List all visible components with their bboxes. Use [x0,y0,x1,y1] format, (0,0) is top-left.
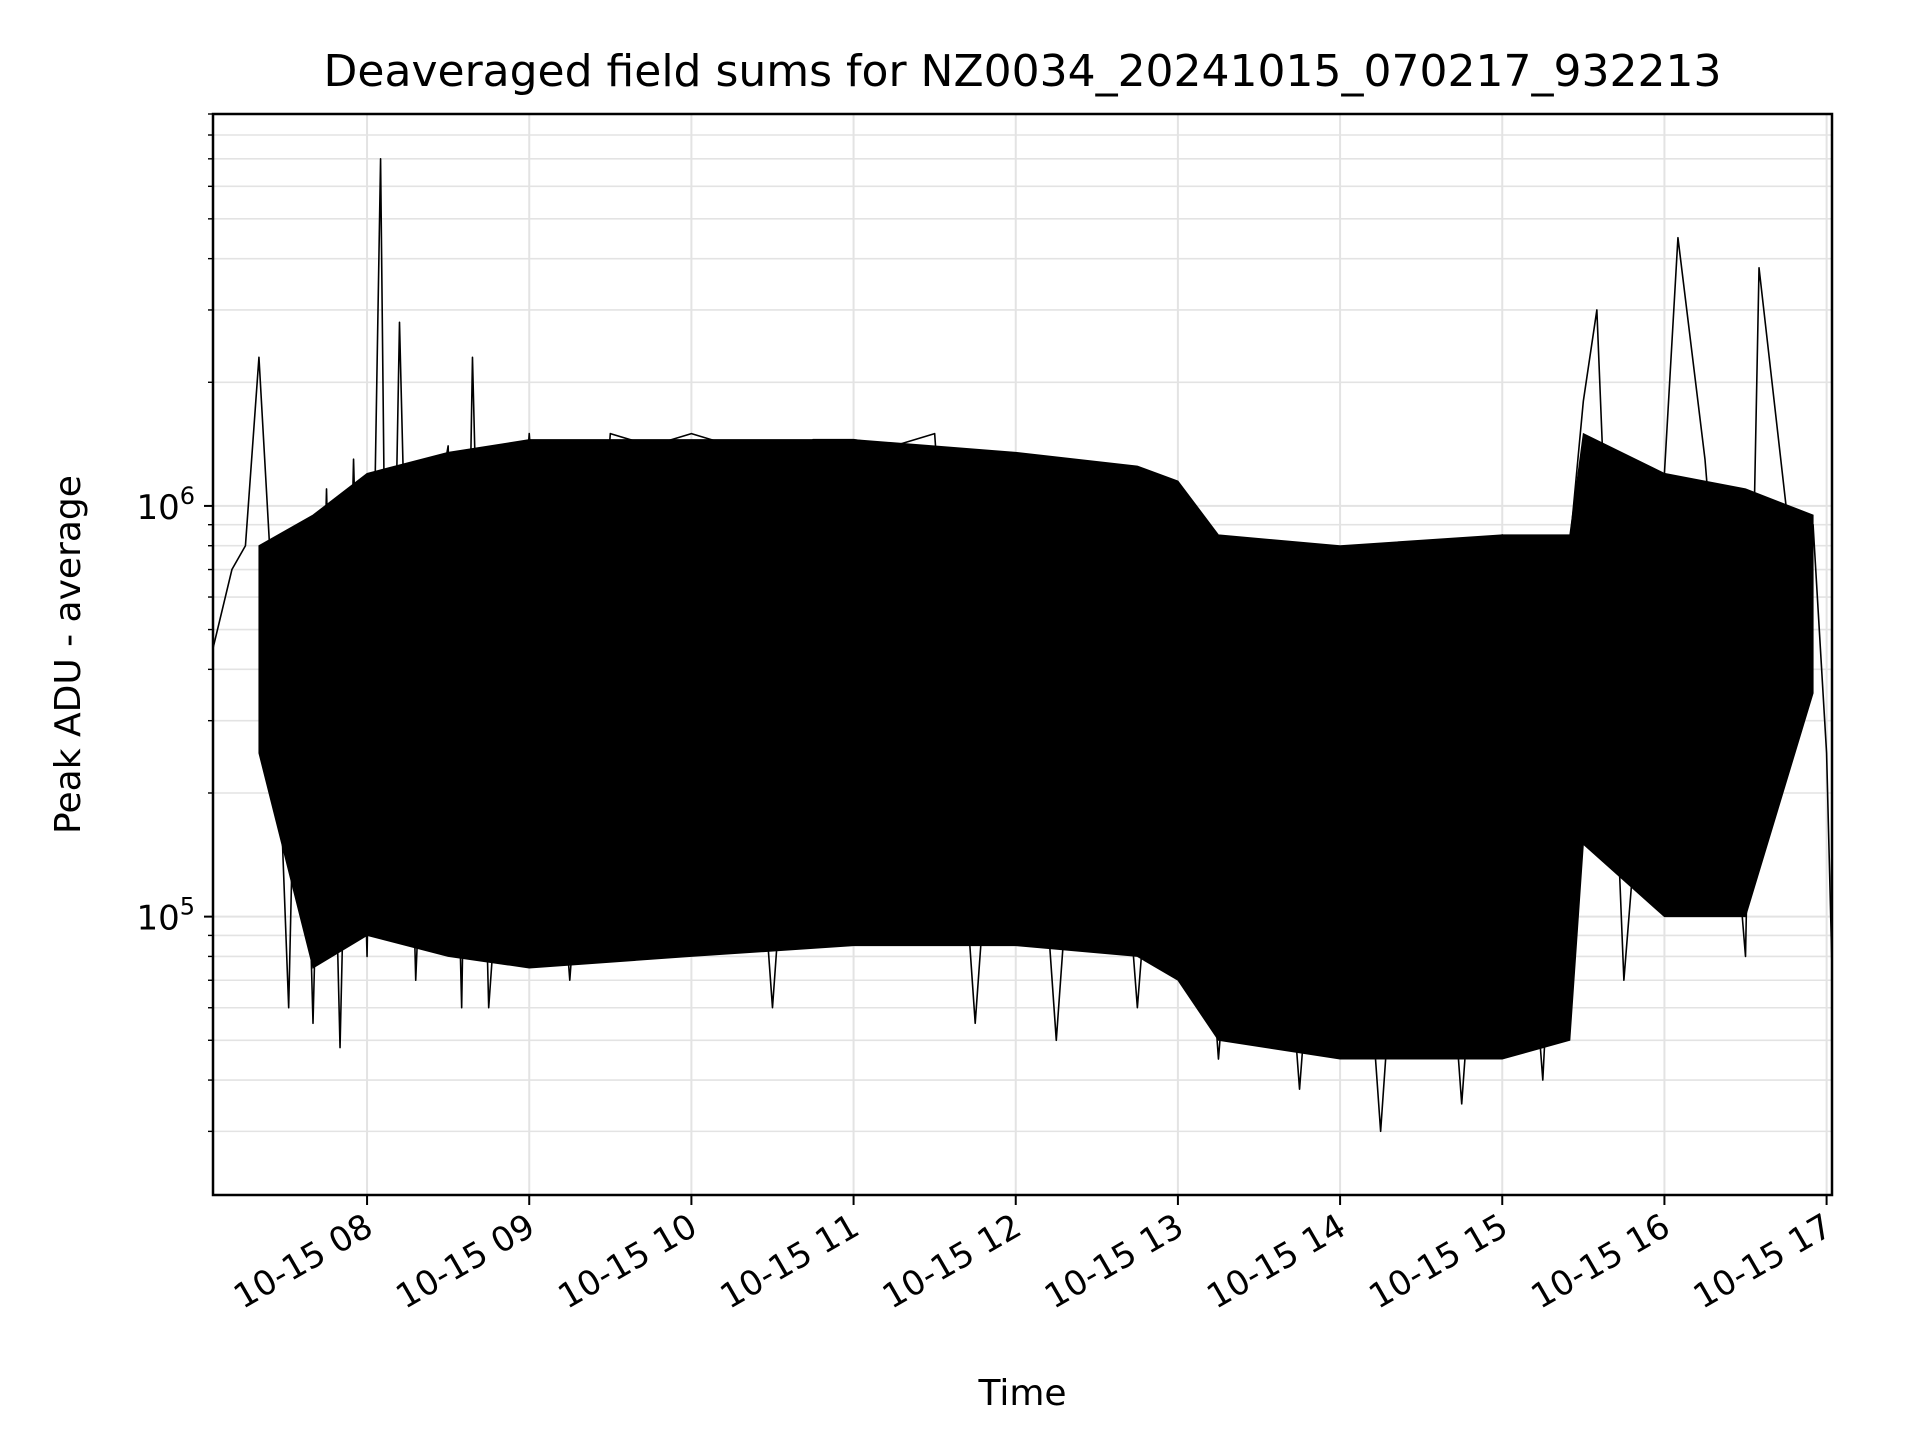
axis-ticks [204,113,1828,1205]
chart-title: Deaveraged field sums for NZ0034_2024101… [324,46,1722,97]
y-tick-label: 106 [136,482,195,528]
y-tick-labels: 105 106 [136,482,195,939]
x-axis-title: Time [977,1373,1066,1414]
y-axis-title: Peak ADU - average [48,475,89,834]
plot-frame [211,112,1834,1197]
series-line [212,158,1833,1133]
plot-area [212,158,1833,1133]
y-tick-label: 105 [136,893,195,939]
